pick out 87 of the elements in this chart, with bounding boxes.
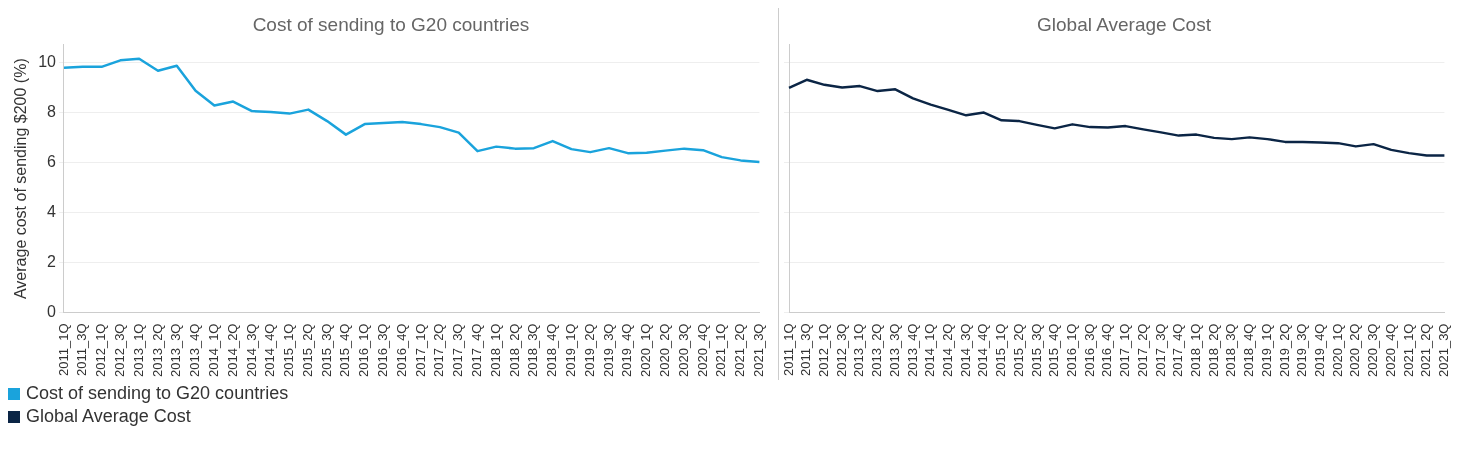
x-tick-label: 2013_1Q [851, 323, 867, 378]
x-tick-label: 2016_3Q [375, 323, 391, 378]
x-tick-label: 2019_4Q [619, 323, 635, 378]
y-axis-title: Average cost of sending $200 (%) [12, 58, 30, 300]
x-tick-label: 2015_3Q [318, 323, 334, 378]
x-tick-label: 2020_2Q [1347, 323, 1363, 378]
x-tick-label: 2020_1Q [1329, 323, 1345, 378]
x-tick-label: 2012_1Q [93, 323, 109, 378]
x-tick-label: 2014_3Q [957, 323, 973, 378]
legend-label: Global Average Cost [26, 405, 191, 428]
x-tick-label: 2013_2Q [149, 323, 165, 378]
x-tick-label: 2017_1Q [412, 323, 428, 378]
x-tick-label: 2019_1Q [1258, 323, 1274, 378]
x-tick-label: 2017_2Q [1134, 323, 1150, 378]
x-tick-label: 2020_2Q [657, 323, 672, 378]
x-tick-label: 2014_3Q [243, 323, 259, 378]
x-tick-label: 2017_4Q [1170, 323, 1186, 378]
x-tick-label: 2017_3Q [1152, 323, 1168, 378]
x-tick-label: 2017_1Q [1117, 323, 1133, 378]
x-tick-label: 2018_1Q [487, 323, 503, 378]
y-tick-label: 8 [47, 102, 57, 120]
x-tick-label: 2013_4Q [187, 323, 203, 378]
x-tick-label: 2021_1Q [1400, 323, 1416, 378]
x-tick-label: 2019_2Q [581, 323, 597, 378]
x-tick-label: 2018_4Q [544, 323, 560, 378]
x-tick-label: 2012_3Q [111, 323, 127, 378]
x-tick-label: 2015_4Q [1046, 323, 1062, 378]
x-tick-label: 2013_3Q [886, 323, 902, 378]
x-tick-label: 2015_1Q [993, 323, 1009, 378]
x-tick-label: 2016_3Q [1081, 323, 1097, 378]
x-tick-label: 2016_4Q [393, 323, 409, 378]
chart-title: Global Average Cost [1037, 13, 1212, 35]
x-tick-label: 2015_3Q [1028, 323, 1044, 378]
x-tick-label: 2014_1Q [922, 323, 938, 378]
y-tick-label: 2 [47, 252, 57, 270]
x-tick-label: 2013_1Q [130, 323, 146, 378]
y-tick-label: 6 [47, 152, 57, 170]
legend-label: Cost of sending to G20 countries [26, 382, 289, 405]
x-tick-label: 2020_1Q [638, 323, 654, 378]
y-tick-label: 0 [47, 302, 57, 320]
x-tick-label: 2021_3Q [1435, 323, 1451, 378]
x-tick-label: 2014_4Q [975, 323, 991, 378]
x-tick-label: 2013_3Q [168, 323, 184, 378]
x-tick-label: 2019_3Q [1294, 323, 1310, 378]
x-tick-label: 2016_1Q [356, 323, 372, 378]
x-tick-label: 2015_4Q [337, 323, 353, 378]
x-tick-label: 2015_2Q [1010, 323, 1026, 378]
x-tick-label: 2012_1Q [816, 323, 832, 378]
x-tick-label: 2018_2Q [506, 323, 522, 378]
x-tick-label: 2019_1Q [563, 323, 579, 378]
x-tick-label: 2018_3Q [1223, 323, 1239, 378]
x-tick-label: 2020_3Q [1365, 323, 1381, 378]
y-tick-label: 4 [47, 202, 57, 220]
x-tick-label: 2015_2Q [299, 323, 315, 378]
x-tick-label: 2021_2Q [732, 323, 748, 378]
x-tick-label: 2021_1Q [713, 323, 729, 378]
x-tick-label: 2016_1Q [1063, 323, 1079, 378]
x-tick-label: 2021_2Q [1418, 323, 1434, 378]
x-tick-label: 2019_2Q [1276, 323, 1292, 378]
x-tick-label: 2012_3Q [833, 323, 849, 378]
x-tick-label: 2014_1Q [205, 323, 221, 378]
x-tick-label: 2014_4Q [262, 323, 278, 378]
x-tick-label: 2018_4Q [1241, 323, 1257, 378]
x-tick-label: 2021_3Q [750, 323, 766, 378]
x-tick-label: 2019_3Q [600, 323, 616, 378]
x-tick-label: 2011_1Q [55, 323, 71, 377]
chart-title: Cost of sending to G20 countries [252, 13, 530, 35]
y-tick-label: 10 [38, 52, 57, 70]
x-tick-label: 2013_2Q [869, 323, 885, 378]
x-tick-label: 2011_3Q [798, 323, 814, 377]
x-tick-label: 2017_2Q [431, 323, 447, 378]
x-tick-label: 2016_4Q [1099, 323, 1115, 378]
x-tick-label: 2017_4Q [469, 323, 485, 378]
x-tick-label: 2014_2Q [224, 323, 240, 378]
x-tick-label: 2020_3Q [675, 323, 691, 378]
x-tick-label: 2015_1Q [281, 323, 297, 378]
x-tick-label: 2011_1Q [780, 323, 796, 377]
x-tick-label: 2019_4Q [1311, 323, 1327, 378]
x-tick-label: 2014_2Q [940, 323, 955, 378]
x-tick-label: 2013_4Q [904, 323, 920, 378]
x-tick-label: 2018_1Q [1187, 323, 1203, 378]
x-tick-label: 2018_2Q [1205, 323, 1221, 378]
x-tick-label: 2011_3Q [74, 323, 90, 377]
x-tick-label: 2017_3Q [450, 323, 466, 378]
x-tick-label: 2020_4Q [694, 323, 710, 378]
x-tick-label: 2020_4Q [1382, 323, 1398, 378]
x-tick-label: 2018_3Q [525, 323, 541, 378]
